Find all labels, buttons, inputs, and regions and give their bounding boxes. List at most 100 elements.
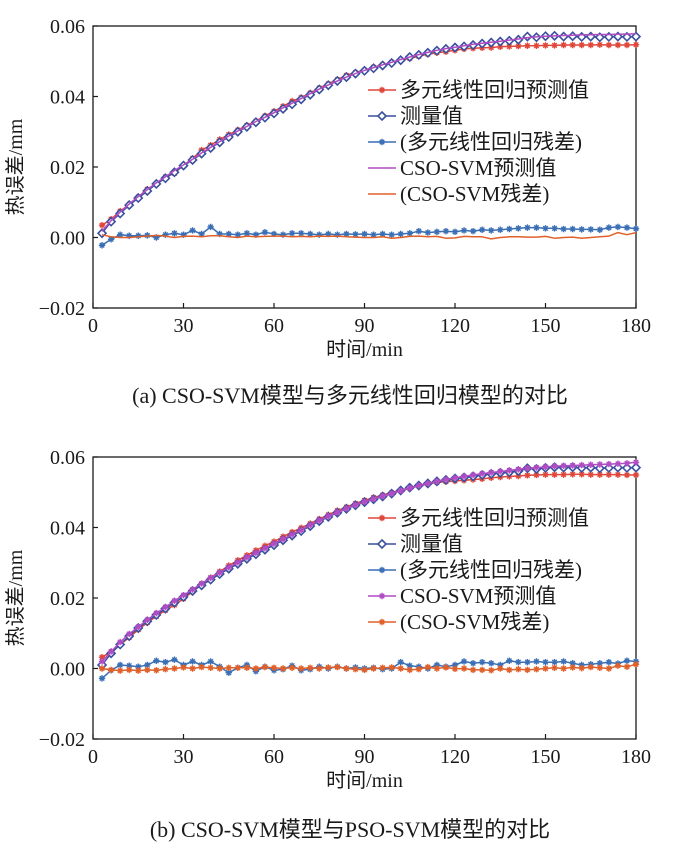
data-point: [542, 471, 549, 478]
data-point: [98, 675, 106, 682]
x-tick-label: 0: [88, 746, 98, 768]
data-point: [515, 658, 522, 666]
data-point: [98, 654, 106, 661]
data-point: [433, 665, 441, 672]
data-point: [406, 484, 413, 492]
legend-marker: [378, 592, 386, 600]
data-point: [524, 465, 531, 472]
data-point: [126, 666, 133, 674]
data-point: [551, 471, 558, 478]
data-point: [506, 467, 513, 474]
data-point: [261, 545, 269, 552]
legend-entry: 测量值: [400, 532, 463, 556]
data-point: [478, 658, 486, 666]
data-point: [596, 41, 603, 48]
data-point: [560, 471, 567, 478]
y-tick-label: 0.00: [50, 659, 85, 681]
legend-marker: [378, 618, 386, 626]
data-point: [207, 658, 214, 665]
data-point: [252, 665, 260, 672]
data-point: [623, 41, 631, 49]
series-2: [98, 223, 640, 249]
data-point: [115, 208, 126, 219]
data-point: [98, 242, 106, 249]
legend: 多元线性回归预测值测量值(多元线性回归残差)CSO-SVM预测值(CSO-SVM…: [368, 506, 589, 634]
data-point: [551, 462, 558, 470]
data-point: [451, 665, 459, 673]
data-point: [605, 471, 613, 478]
legend-marker: [378, 138, 386, 146]
data-point: [632, 225, 640, 232]
data-point: [343, 230, 350, 238]
data-point: [596, 226, 603, 233]
data-point: [569, 664, 576, 671]
data-point: [316, 231, 323, 238]
y-tick-label: 0.04: [50, 87, 85, 109]
data-point: [605, 41, 613, 49]
legend-entry: CSO-SVM预测值: [400, 156, 556, 180]
x-tick-label: 150: [531, 315, 561, 337]
data-point: [533, 42, 540, 49]
figure-caption: (b) CSO-SVM模型与PSO-SVM模型的对比: [150, 817, 550, 842]
data-point: [225, 664, 232, 671]
data-point: [569, 225, 576, 233]
data-point: [397, 487, 404, 495]
data-point: [297, 230, 305, 237]
x-tick-label: 120: [440, 315, 470, 337]
x-tick-label: 120: [440, 746, 470, 768]
data-point: [605, 460, 613, 468]
data-point: [135, 667, 142, 674]
data-point: [623, 657, 631, 664]
data-point: [116, 661, 124, 669]
data-point: [569, 41, 576, 49]
data-point: [551, 658, 558, 666]
data-point: [524, 472, 531, 479]
data-point: [98, 658, 106, 665]
data-point: [107, 236, 115, 243]
data-point: [307, 664, 314, 671]
data-point: [630, 462, 642, 473]
data-point: [171, 230, 178, 237]
data-point: [497, 43, 504, 50]
data-point: [596, 664, 603, 671]
x-tick-label: 30: [174, 315, 194, 337]
x-tick-label: 180: [621, 315, 651, 337]
data-point: [524, 42, 531, 49]
x-tick-label: 180: [621, 746, 651, 768]
data-point: [126, 630, 133, 638]
data-point: [567, 31, 578, 42]
data-point: [488, 660, 495, 667]
data-point: [542, 42, 549, 49]
x-tick-label: 90: [355, 746, 375, 768]
chart-panel-a: 0 30 60 90 120 150 180 0.06 0.04 0.02 0.00 −0.02 时间/…: [4, 16, 651, 408]
data-point: [551, 225, 558, 232]
legend-marker: [376, 538, 388, 550]
data-point: [144, 661, 151, 669]
data-point: [126, 662, 133, 669]
data-point: [144, 616, 151, 624]
data-point: [370, 231, 377, 238]
data-point: [424, 663, 432, 671]
data-point: [587, 663, 594, 671]
data-point: [162, 231, 169, 238]
data-point: [252, 231, 260, 238]
data-point: [297, 665, 305, 672]
data-point: [569, 471, 576, 478]
data-point: [153, 234, 160, 241]
series-4: [98, 661, 640, 674]
data-point: [361, 230, 368, 238]
data-point: [542, 463, 549, 471]
x-axis-label: 时间/min: [326, 338, 403, 361]
data-point: [551, 42, 558, 49]
data-point: [189, 227, 196, 234]
data-point: [225, 564, 232, 571]
data-point: [585, 31, 596, 42]
data-point: [533, 471, 540, 479]
data-point: [189, 586, 196, 593]
data-point: [207, 574, 214, 582]
data-point: [316, 517, 323, 524]
data-point: [524, 224, 531, 231]
data-point: [171, 665, 178, 672]
data-point: [533, 658, 540, 665]
